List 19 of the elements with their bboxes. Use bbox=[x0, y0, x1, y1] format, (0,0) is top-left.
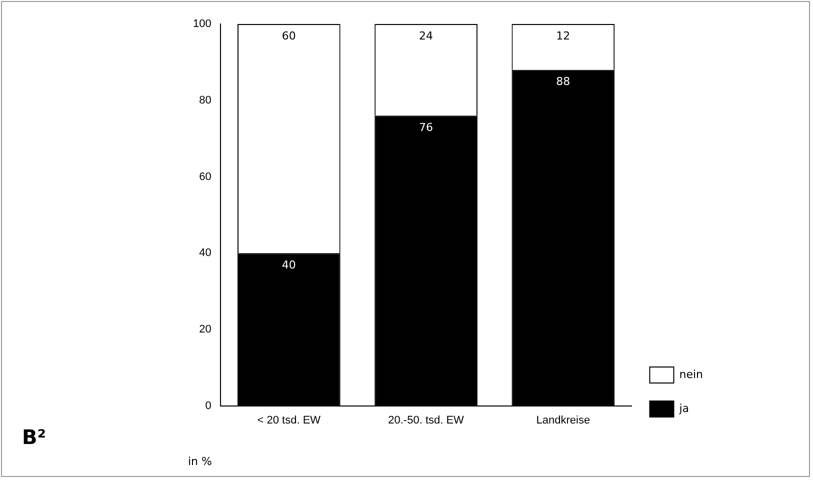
y-tick-label: 60 bbox=[199, 170, 212, 183]
x-tick-label: 20.-50. tsd. EW bbox=[388, 414, 465, 426]
y-tick-label: 80 bbox=[199, 94, 212, 106]
text: B² bbox=[22, 425, 46, 449]
data-label: 60 bbox=[282, 29, 296, 42]
x-tick-label: Landkreise bbox=[536, 414, 590, 426]
data-label: 40 bbox=[282, 258, 296, 272]
text: in % bbox=[188, 455, 212, 468]
legend-label: nein bbox=[679, 368, 704, 381]
data-label: 76 bbox=[419, 120, 434, 134]
y-tick-label: 40 bbox=[199, 247, 212, 260]
data-label: 24 bbox=[419, 29, 434, 42]
y-tick-label: 100 bbox=[192, 18, 212, 30]
y-tick-label: 20 bbox=[199, 323, 212, 336]
legend-label: ja bbox=[678, 402, 690, 415]
data-label: 88 bbox=[556, 75, 570, 88]
y-tick-label: 0 bbox=[205, 400, 212, 412]
data-label: 12 bbox=[556, 29, 570, 42]
x-tick-label: < 20 tsd. EW bbox=[257, 414, 322, 426]
